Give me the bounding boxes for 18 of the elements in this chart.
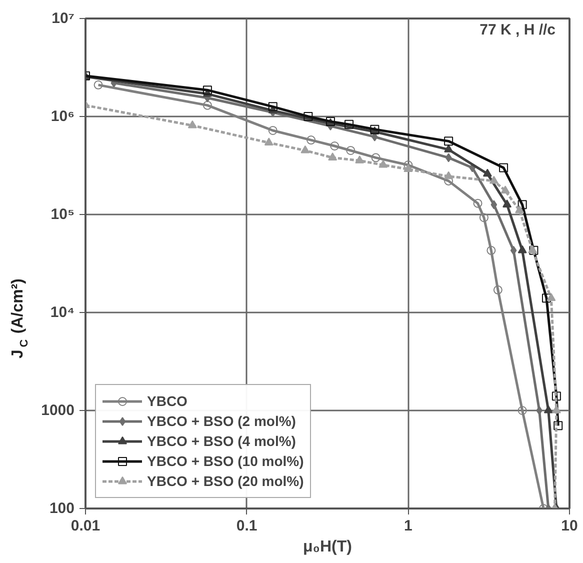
y-axis-title: JC (A/cm²) xyxy=(10,278,30,358)
y-tick-label: 100 xyxy=(49,500,75,517)
legend-label: YBCO xyxy=(147,393,188,409)
x-tick-label: 10 xyxy=(561,518,578,534)
y-tick-label: 10⁴ xyxy=(50,304,75,321)
y-tick-label: 10⁶ xyxy=(50,108,74,125)
x-tick-label: 0.1 xyxy=(236,518,258,534)
annotation: 77 K , H //c xyxy=(480,22,556,38)
legend-label: YBCO + BSO (4 mol%) xyxy=(147,433,296,449)
x-axis-title: μ₀H(T) xyxy=(303,538,352,556)
legend-label: YBCO + BSO (20 mol%) xyxy=(147,473,304,489)
y-tick-label: 10⁵ xyxy=(50,206,75,223)
y-tick-label: 10⁷ xyxy=(52,10,74,27)
y-tick-label: 1000 xyxy=(41,402,75,419)
x-tick-label: 1 xyxy=(404,518,412,534)
legend-label: YBCO + BSO (2 mol%) xyxy=(147,413,296,429)
x-tick-label: 0.01 xyxy=(70,518,100,534)
legend-label: YBCO + BSO (10 mol%) xyxy=(147,453,304,469)
